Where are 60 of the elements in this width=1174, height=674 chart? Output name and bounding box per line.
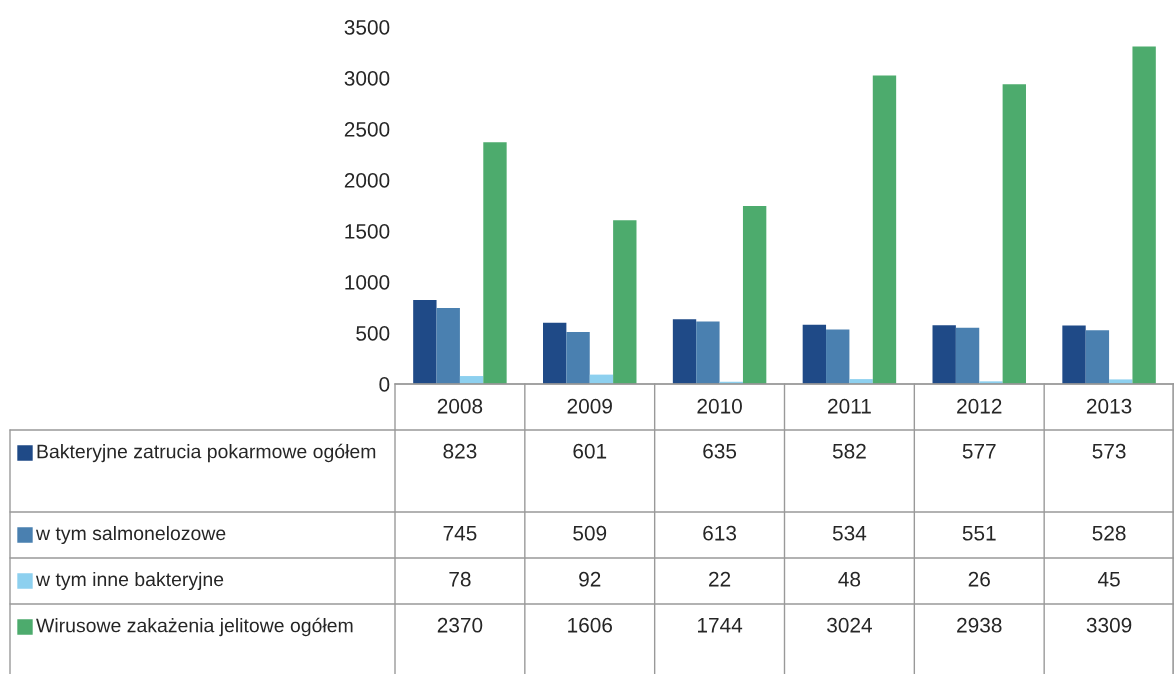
- bar: [802, 324, 827, 384]
- x-tick-label: 2009: [567, 398, 612, 414]
- data-label: 635: [703, 443, 737, 459]
- bar: [566, 332, 590, 384]
- data-label: 573: [1092, 443, 1126, 459]
- bar: [826, 329, 850, 384]
- legend-label: Bakteryjne zatrucia pokarmowe ogółem: [37, 443, 376, 463]
- y-tick-label: 3000: [344, 71, 390, 86]
- bar: [672, 319, 697, 384]
- data-label: 2370: [437, 617, 483, 633]
- y-tick-label: 2000: [344, 173, 390, 188]
- bar: [932, 325, 956, 384]
- legend-label: Wirusowe zakażenia jelitowe ogółem: [36, 617, 353, 637]
- legend-label: w tym salmonelozowe: [35, 525, 226, 545]
- data-label: 26: [968, 571, 990, 587]
- data-label: 78: [449, 571, 471, 587]
- x-tick-label: 2008: [437, 398, 483, 414]
- data-label: 601: [573, 443, 607, 459]
- y-tick-label: 500: [356, 326, 390, 341]
- y-tick-label: 1000: [345, 275, 390, 290]
- bar: [696, 321, 720, 384]
- bar: [742, 206, 767, 384]
- data-label: 528: [1092, 525, 1126, 541]
- x-tick-label: 2013: [1086, 398, 1132, 414]
- data-label: 613: [703, 525, 737, 541]
- data-label: 745: [443, 526, 477, 541]
- bar: [872, 75, 897, 384]
- y-tick-label: 3500: [344, 20, 390, 35]
- data-label: 2938: [957, 617, 1002, 633]
- legend-label: w tym inne bakteryjne: [35, 571, 224, 591]
- data-label: 551: [962, 526, 996, 541]
- x-tick-label: 2010: [697, 398, 742, 414]
- bar: [483, 142, 507, 384]
- data-label: 582: [832, 443, 866, 459]
- bar: [1002, 84, 1026, 384]
- y-tick-label: 0: [379, 377, 390, 392]
- data-label: 509: [573, 525, 607, 541]
- bar: [413, 300, 437, 384]
- data-label: 823: [443, 443, 477, 459]
- x-tick-label: 2011: [828, 398, 871, 414]
- data-label: 92: [579, 571, 601, 587]
- data-label: 3024: [827, 617, 872, 633]
- data-label: 3309: [1086, 617, 1132, 633]
- bar: [613, 220, 637, 384]
- bar: [1085, 330, 1110, 384]
- data-label: 22: [709, 571, 731, 587]
- bar: [436, 308, 460, 384]
- data-label: 577: [962, 444, 996, 459]
- data-label: 1606: [568, 617, 613, 633]
- y-tick-label: 1500: [345, 224, 390, 239]
- data-label: 534: [832, 525, 867, 541]
- bar: [1132, 46, 1156, 384]
- bar: [1062, 325, 1086, 384]
- y-tick-label: 2500: [344, 122, 390, 137]
- data-label: 1744: [698, 618, 743, 633]
- data-label: 48: [838, 571, 861, 587]
- bar: [955, 327, 980, 384]
- data-label: 45: [1097, 572, 1120, 587]
- x-tick-label: 2012: [957, 398, 1002, 414]
- bar: [543, 322, 567, 384]
